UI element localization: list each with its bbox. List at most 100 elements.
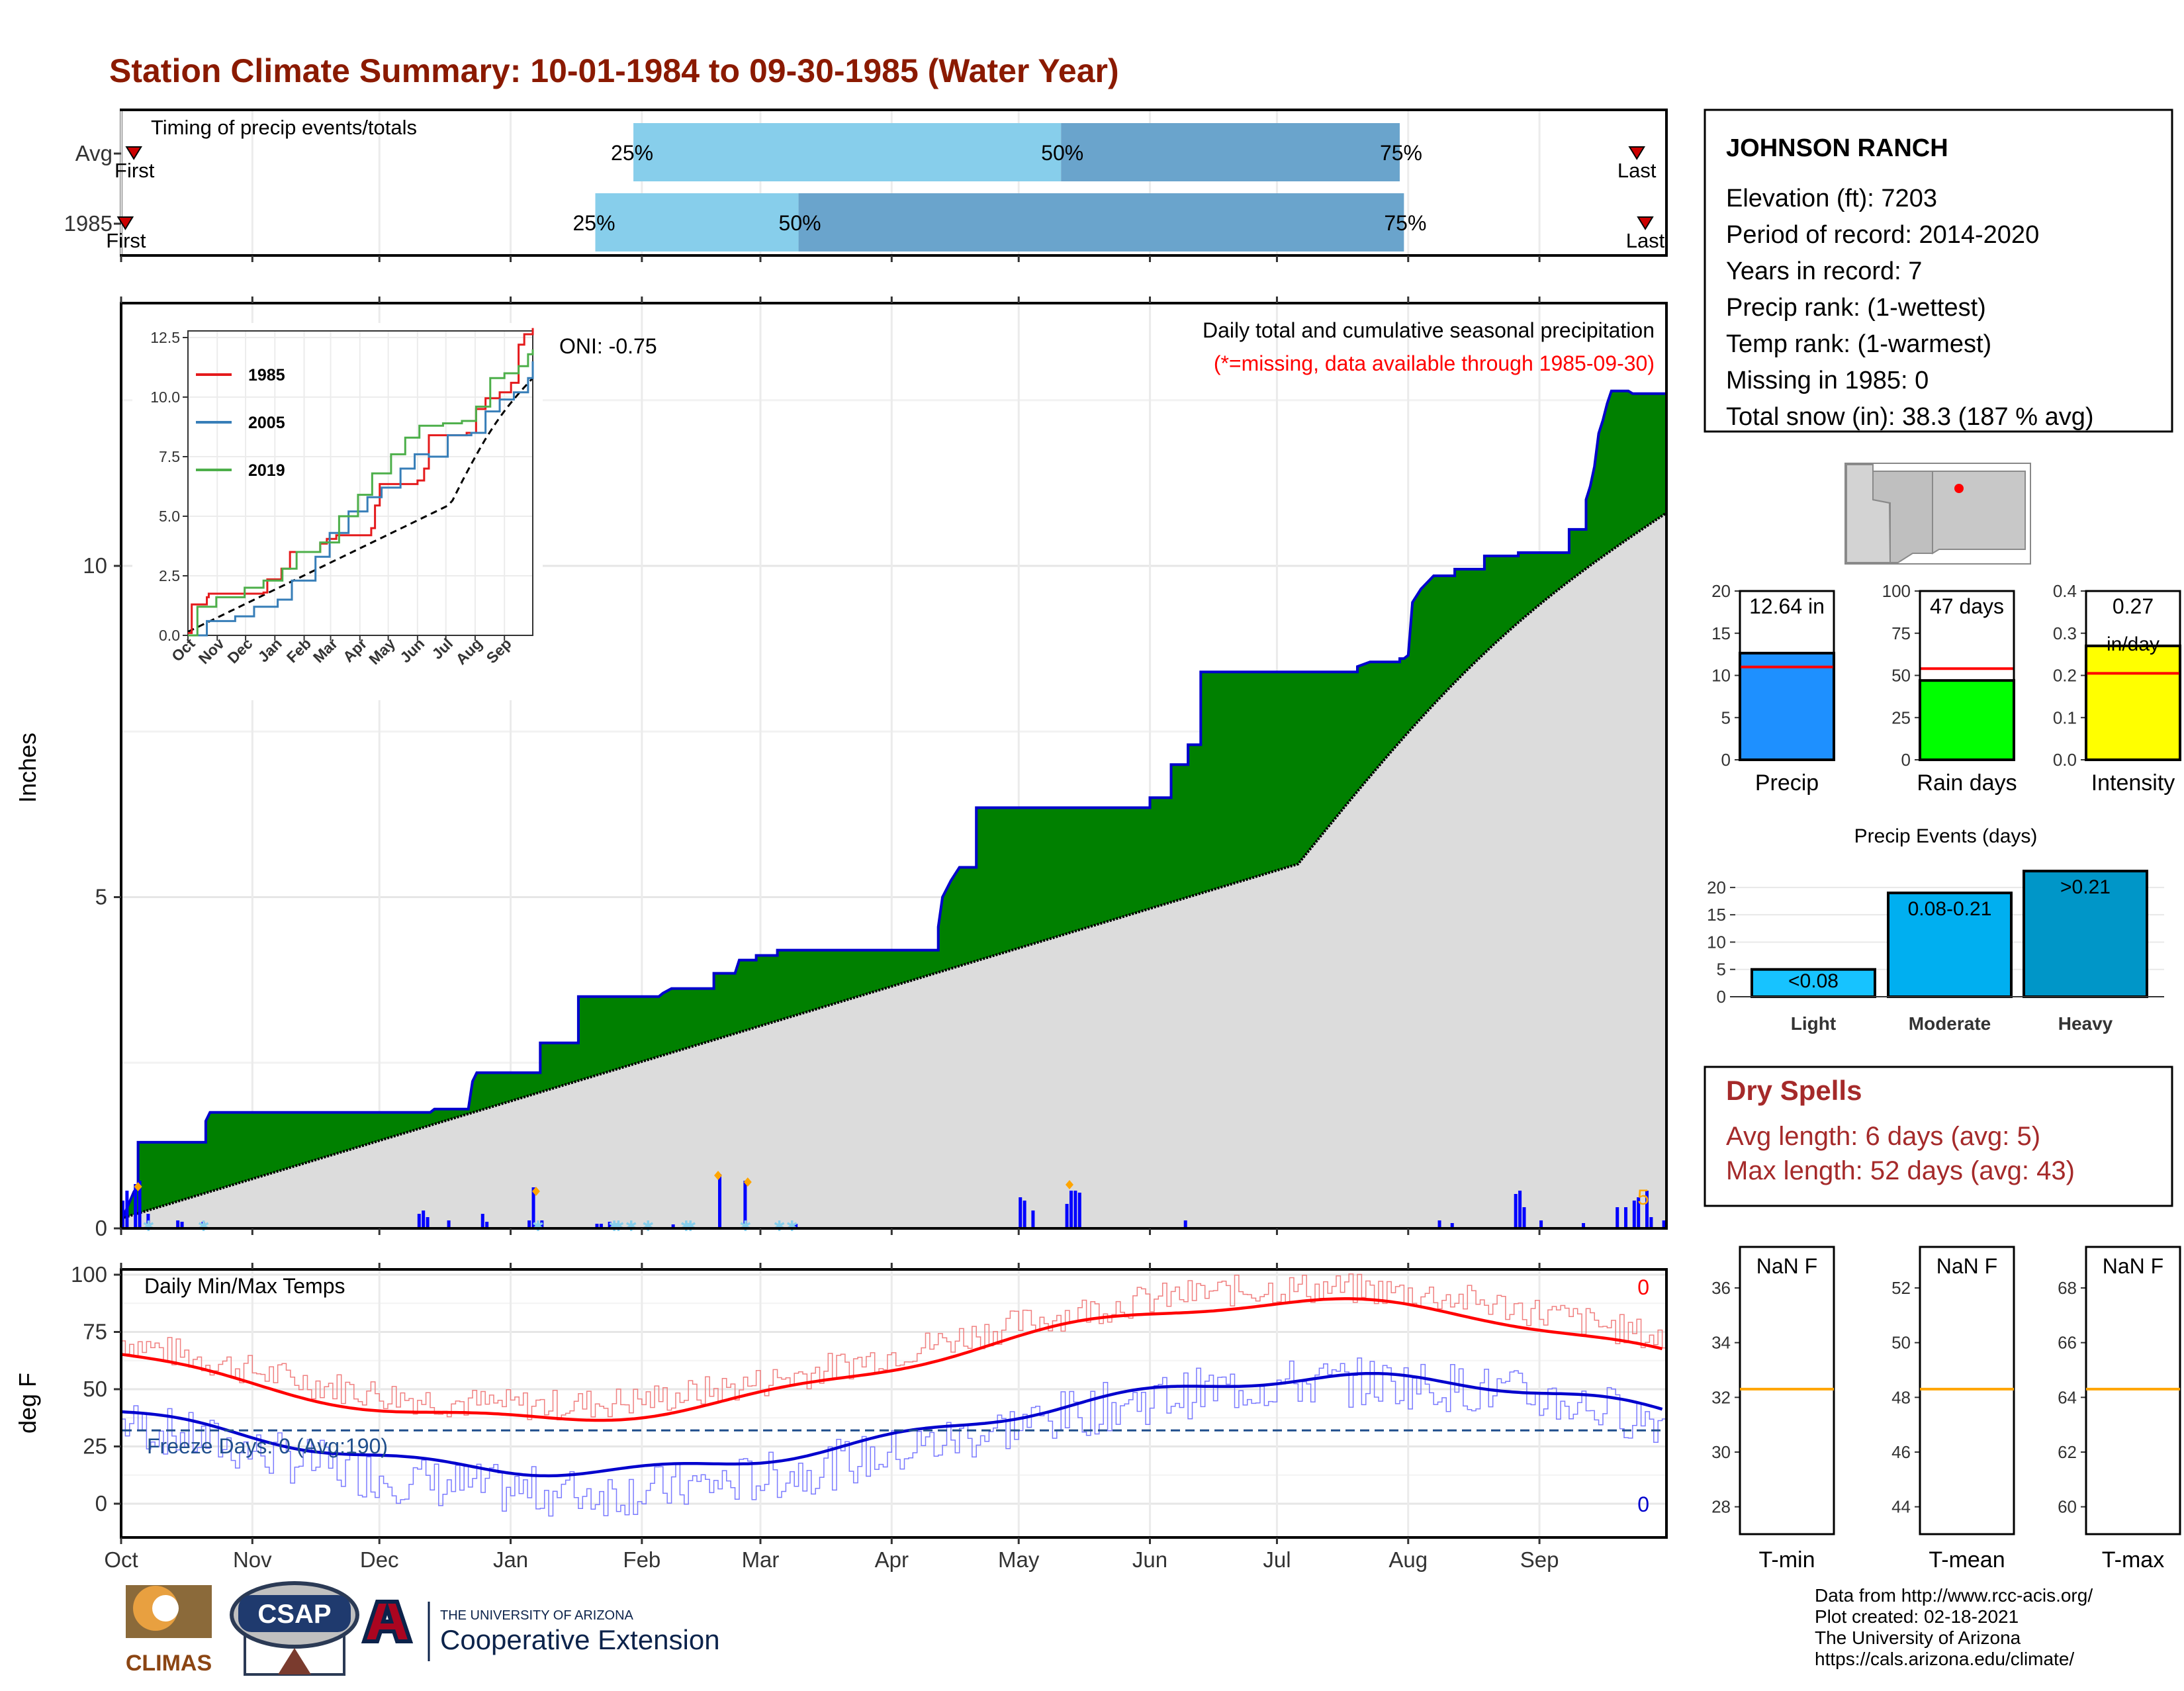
station-info-line: Elevation (ft): 7203 (1726, 185, 1937, 212)
temp-gauge-label: T-max (2102, 1547, 2164, 1573)
snow-day-marker: ✱ (197, 1218, 209, 1234)
timing-row-label: Avg (75, 141, 113, 165)
events-bar-heavy (2023, 870, 2148, 999)
month-axis-label: Mar (742, 1547, 780, 1572)
daily-precip-bar (1645, 1191, 1649, 1227)
temp-gauge-tick-label: 50 (1891, 1333, 1911, 1353)
daily-precip-bar (125, 1191, 129, 1227)
daily-precip-bar (1183, 1220, 1187, 1227)
daily-precip-bar (1437, 1220, 1441, 1227)
snow-day-marker: ✱ (142, 1218, 154, 1234)
daily-precip-bar (777, 1224, 781, 1227)
daily-precip-bar (1662, 1220, 1666, 1227)
month-axis-label: Jun (1132, 1547, 1167, 1572)
climas-logo: CLIMAS (126, 1585, 212, 1676)
temp-gauge-tick-label: 30 (1711, 1442, 1731, 1462)
daily-precip-bar (201, 1222, 205, 1227)
temp-gauge-tick-label: 48 (1891, 1387, 1911, 1407)
timing-p75-label: 75% (1380, 141, 1422, 165)
last-label: Last (1626, 229, 1665, 252)
timing-panel: Timing of precip events/totals 25% 50% 75%… (64, 109, 1668, 262)
tmax-average-line (120, 1297, 1663, 1422)
gauge-tick-label: 0.4 (2053, 581, 2077, 601)
gauge-tick-label: 0 (1901, 750, 1911, 770)
timing-bar-early-1 (595, 193, 799, 251)
timing-bar-late-0 (1061, 123, 1400, 181)
daily-precip-bar (417, 1214, 421, 1227)
inset-ytick-label: 10.0 (150, 388, 180, 406)
footer-line: https://cals.arizona.edu/climate/ (1815, 1649, 2074, 1669)
temp-gauge-value: NaN F (2103, 1254, 2163, 1278)
temp-ytick-label: 50 (83, 1377, 107, 1401)
inset-ytick-label: 2.5 (159, 567, 180, 584)
daily-precip-bar (1077, 1193, 1081, 1227)
gauge-tick-label: 5 (1721, 708, 1731, 727)
dry-title: Dry Spells (1726, 1075, 1862, 1106)
daily-precip-bar (1632, 1201, 1636, 1227)
temp-gauge-tick-label: 62 (2058, 1442, 2077, 1462)
daily-precip-bar (176, 1220, 180, 1227)
first-label: First (106, 229, 146, 252)
station-location-dot (1954, 484, 1964, 493)
temp-gauge-value: NaN F (1756, 1254, 1817, 1278)
page-title: Station Climate Summary: 10-01-1984 to 0… (109, 52, 1119, 89)
inset-legend-label: 1985 (248, 366, 285, 385)
dry-spells-box: Dry Spells Avg length: 6 days (avg: 5) M… (1704, 1066, 2173, 1207)
daily-precip-bar (138, 1181, 142, 1227)
events-category-label: Heavy (2058, 1013, 2113, 1034)
csap-logo: CSAP (230, 1581, 359, 1676)
gauge-label: Intensity (2091, 770, 2175, 796)
gauge-label: Precip (1755, 770, 1819, 796)
timing-bar-late-1 (798, 193, 1404, 251)
month-axis-label: Apr (875, 1547, 909, 1572)
temp-gauge-label: T-min (1759, 1547, 1815, 1573)
snow-day-marker: ✱ (773, 1218, 785, 1234)
main-ylabel: Inches (14, 733, 41, 803)
footer-line: The University of Arizona (1815, 1627, 2021, 1648)
heavy-day-marker (714, 1171, 723, 1180)
station-info-line: Missing in 1985: 0 (1726, 367, 1929, 394)
daily-precip-bar (1073, 1191, 1077, 1227)
snow-day-marker: ✱ (612, 1218, 624, 1234)
inset-series-2019 (188, 349, 534, 637)
daily-precip-bar (540, 1220, 544, 1227)
events-category-label: Moderate (1909, 1013, 1991, 1034)
inset-series-2005 (188, 361, 534, 637)
daily-precip-bar (599, 1224, 603, 1227)
freeze-label: Freeze Days: 0 (Avg:190) (147, 1434, 388, 1458)
daily-precip-bar (1019, 1197, 1023, 1227)
events-title: Precip Events (days) (1854, 825, 2038, 847)
tmin-average-line (120, 1371, 1663, 1478)
snow-day-marker: ✱ (532, 1218, 544, 1234)
temp-gauge-tick-label: 36 (1711, 1278, 1731, 1298)
inset-average-line (187, 377, 534, 633)
daily-precip-bar (121, 1201, 124, 1227)
daily-precip-bar (447, 1220, 451, 1227)
gauge-tick-label: 25 (1891, 708, 1911, 727)
daily-precip-bar (1582, 1223, 1586, 1227)
timing-row-label: 1985 (64, 211, 113, 236)
gauge-value-label: 0.27 (2113, 594, 2154, 618)
inset-ytick-label: 0.0 (159, 627, 180, 644)
temp-gauge-tick-label: 44 (1891, 1497, 1911, 1517)
temp-gauge-tick-label: 68 (2058, 1278, 2077, 1298)
temp-ytick-label: 100 (71, 1262, 107, 1287)
first-label: First (114, 159, 155, 182)
heavy-day-marker (531, 1187, 540, 1196)
precip-events-panel: Precip Events (days) 0 5 10 15 20 <0.08 Light 0… (1707, 825, 2164, 1034)
snow-day-marker: ✱ (625, 1218, 637, 1234)
dry-max: Max length: 52 days (avg: 43) (1726, 1156, 2075, 1185)
tmin-observed-line (121, 1357, 1666, 1517)
month-axis-label: Dec (360, 1547, 399, 1572)
month-axis-label: Jan (493, 1547, 528, 1572)
timing-p25-label: 25% (611, 141, 653, 165)
station-info-box: JOHNSON RANCH Elevation (ft): 7203 Period… (1704, 109, 2173, 433)
temp-gauge-tick-label: 34 (1711, 1333, 1731, 1353)
daily-precip-bar (595, 1224, 599, 1227)
temp-gauge-tick-label: 66 (2058, 1333, 2077, 1353)
gauge-tick-label: 75 (1891, 623, 1911, 643)
temp-label: Daily Min/Max Temps (144, 1274, 345, 1298)
events-bar-label: <0.08 (1788, 970, 1839, 992)
